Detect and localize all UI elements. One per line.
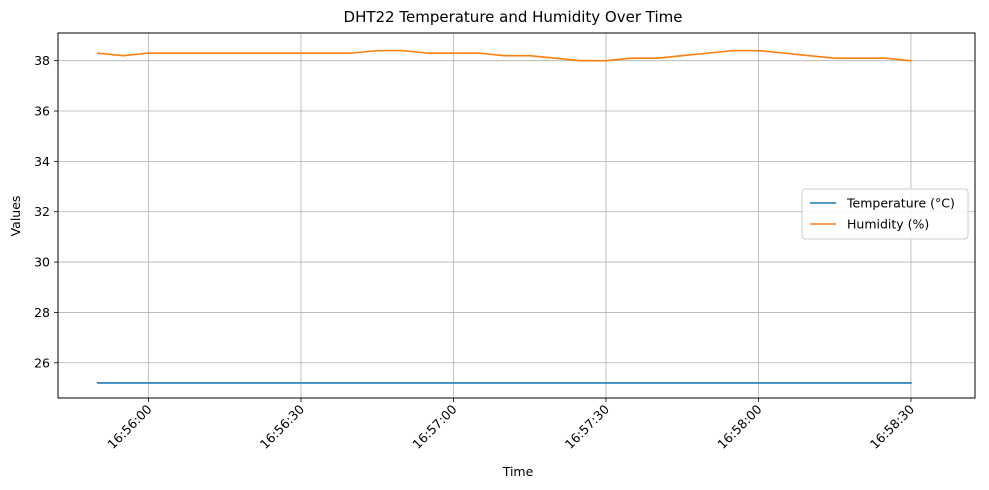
y-tick-label: 34 [34, 154, 50, 169]
y-tick-label: 26 [34, 355, 50, 370]
y-tick-label: 28 [34, 305, 50, 320]
y-tick-label: 36 [34, 104, 50, 119]
legend-box [801, 188, 969, 240]
plot-frame [57, 32, 976, 399]
humidity-line [96, 49, 912, 62]
series-lines [96, 49, 912, 384]
x-tick-label: 16:58:30 [867, 401, 917, 451]
x-tick-label: 16:56:30 [257, 401, 307, 451]
x-tick-label: 16:56:00 [104, 401, 154, 451]
legend-entry-label: Temperature (°C) [846, 196, 955, 211]
x-tick-label: 16:57:00 [409, 401, 459, 451]
legend: Temperature (°C) Humidity (%) [801, 188, 969, 240]
y-tick-label: 32 [34, 204, 50, 219]
y-tick-label: 30 [34, 255, 50, 270]
x-tick-label: 16:57:30 [562, 401, 612, 451]
x-tick-label: 16:58:00 [714, 401, 764, 451]
chart-title: DHT22 Temperature and Humidity Over Time [344, 8, 683, 26]
axis-ticks: 16:56:00 16:56:30 16:57:00 16:57:30 16:58:00… [34, 53, 917, 452]
legend-entry-label: Humidity (%) [847, 217, 929, 232]
y-axis-label: Values [8, 196, 23, 237]
y-tick-label: 38 [34, 53, 50, 68]
x-axis-label: Time [502, 464, 534, 479]
